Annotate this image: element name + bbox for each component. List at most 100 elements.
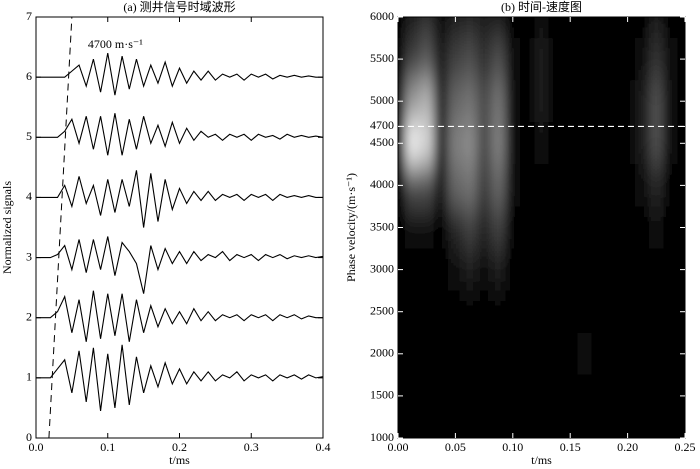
heatmap-cell xyxy=(405,332,420,375)
heatmap-cell xyxy=(577,38,592,81)
heatmap-cell xyxy=(491,374,506,417)
x-tick-label: 0.4 xyxy=(316,440,331,454)
heatmap-cell xyxy=(448,164,463,207)
y-tick-label: 0 xyxy=(26,430,32,444)
heatmap-cell xyxy=(519,248,535,291)
heatmap-cell xyxy=(563,374,578,417)
heatmap-cell xyxy=(577,290,592,333)
heatmap-cell xyxy=(476,38,492,81)
heatmap-cell xyxy=(563,248,578,291)
x-tick-label: 0.0 xyxy=(29,440,44,454)
heatmap-cell xyxy=(634,80,650,123)
heatmap-cell xyxy=(491,290,506,333)
y-tick-label: 4700 xyxy=(370,118,394,132)
heatmap-cell xyxy=(491,122,506,165)
heatmap-cell xyxy=(534,17,549,39)
heatmap-cell xyxy=(505,416,520,438)
heatmap-cell xyxy=(405,416,420,438)
y-axis-label: Phase velocity/(m·s⁻¹) xyxy=(344,173,358,282)
heatmap-cell xyxy=(548,290,564,333)
x-tick-label: 0.2 xyxy=(172,440,187,454)
heatmap-cell xyxy=(563,17,578,39)
heatmap-cell xyxy=(563,290,578,333)
heatmap-cell xyxy=(462,332,477,375)
heatmap-cell xyxy=(433,80,449,123)
heatmap-cell xyxy=(462,122,477,165)
heatmap-cell xyxy=(398,17,406,39)
heatmap-cell xyxy=(548,164,564,207)
heatmap-cell xyxy=(462,290,477,333)
heatmap-cell xyxy=(634,332,650,375)
heatmap-cell xyxy=(491,80,506,123)
heatmap-cell xyxy=(419,416,434,438)
heatmap-cell xyxy=(563,206,578,249)
heatmap-cell xyxy=(448,17,463,39)
heatmap-cell xyxy=(405,38,420,81)
heatmap-cell xyxy=(519,290,535,333)
heatmap-cell xyxy=(462,374,477,417)
y-tick-label: 4000 xyxy=(370,177,394,191)
heatmap-cell xyxy=(591,80,607,123)
heatmap-cell xyxy=(519,122,535,165)
heatmap-cell xyxy=(606,416,621,438)
heatmap-cell xyxy=(405,206,420,249)
y-tick-label: 2 xyxy=(26,309,32,323)
heatmap-cell xyxy=(634,206,650,249)
heatmap-cell xyxy=(563,122,578,165)
heatmap-cell xyxy=(577,374,592,417)
heatmap-cell xyxy=(548,206,564,249)
heatmap-cell xyxy=(591,17,607,39)
heatmap-cell xyxy=(519,80,535,123)
heatmap-cell xyxy=(649,38,664,81)
heatmap-cell xyxy=(433,248,449,291)
heatmap-cell xyxy=(448,122,463,165)
heatmap-cell xyxy=(448,332,463,375)
heatmap-cell xyxy=(462,164,477,207)
heatmap-cell xyxy=(620,332,635,375)
heatmap-cell xyxy=(663,416,678,438)
y-tick-label: 4 xyxy=(26,189,32,203)
heatmap-cell xyxy=(663,248,678,291)
heatmap-cell xyxy=(448,80,463,123)
heatmap-cell xyxy=(663,290,678,333)
heatmap-cell xyxy=(476,248,492,291)
y-tick-label: 3500 xyxy=(370,219,394,233)
heatmap-cell xyxy=(519,38,535,81)
heatmap-cell xyxy=(606,17,621,39)
heatmap-cell xyxy=(577,416,592,438)
heatmap-cell xyxy=(563,38,578,81)
x-tick-label: 0.20 xyxy=(617,440,638,454)
heatmap xyxy=(398,17,685,438)
heatmap-cell xyxy=(620,122,635,165)
heatmap-cell xyxy=(548,416,564,438)
heatmap-cell xyxy=(476,164,492,207)
heatmap-cell xyxy=(620,164,635,207)
heatmap-cell xyxy=(591,206,607,249)
heatmap-cell xyxy=(634,164,650,207)
heatmap-cell xyxy=(663,164,678,207)
heatmap-cell xyxy=(398,416,406,438)
heatmap-cell xyxy=(606,80,621,123)
heatmap-cell xyxy=(649,248,664,291)
heatmap-cell xyxy=(405,122,420,165)
heatmap-cell xyxy=(476,122,492,165)
heatmap-cell xyxy=(548,374,564,417)
y-axis-label: Normalized signals xyxy=(0,181,14,274)
x-tick-label: 0.25 xyxy=(675,440,696,454)
heatmap-cell xyxy=(505,332,520,375)
chart-title: (a) 测井信号时域波形 xyxy=(123,0,235,14)
heatmap-cell xyxy=(663,332,678,375)
y-tick-label: 1 xyxy=(26,370,32,384)
heatmap-cell xyxy=(634,122,650,165)
heatmap-cell xyxy=(433,17,449,39)
heatmap-cell xyxy=(433,38,449,81)
heatmap-cell xyxy=(519,17,535,39)
waveform xyxy=(36,236,324,294)
heatmap-cell xyxy=(405,164,420,207)
heatmap-cell xyxy=(534,38,549,81)
heatmap-clip xyxy=(398,17,685,438)
heatmap-cell xyxy=(448,206,463,249)
heatmap-cell xyxy=(649,374,664,417)
heatmap-cell xyxy=(491,332,506,375)
